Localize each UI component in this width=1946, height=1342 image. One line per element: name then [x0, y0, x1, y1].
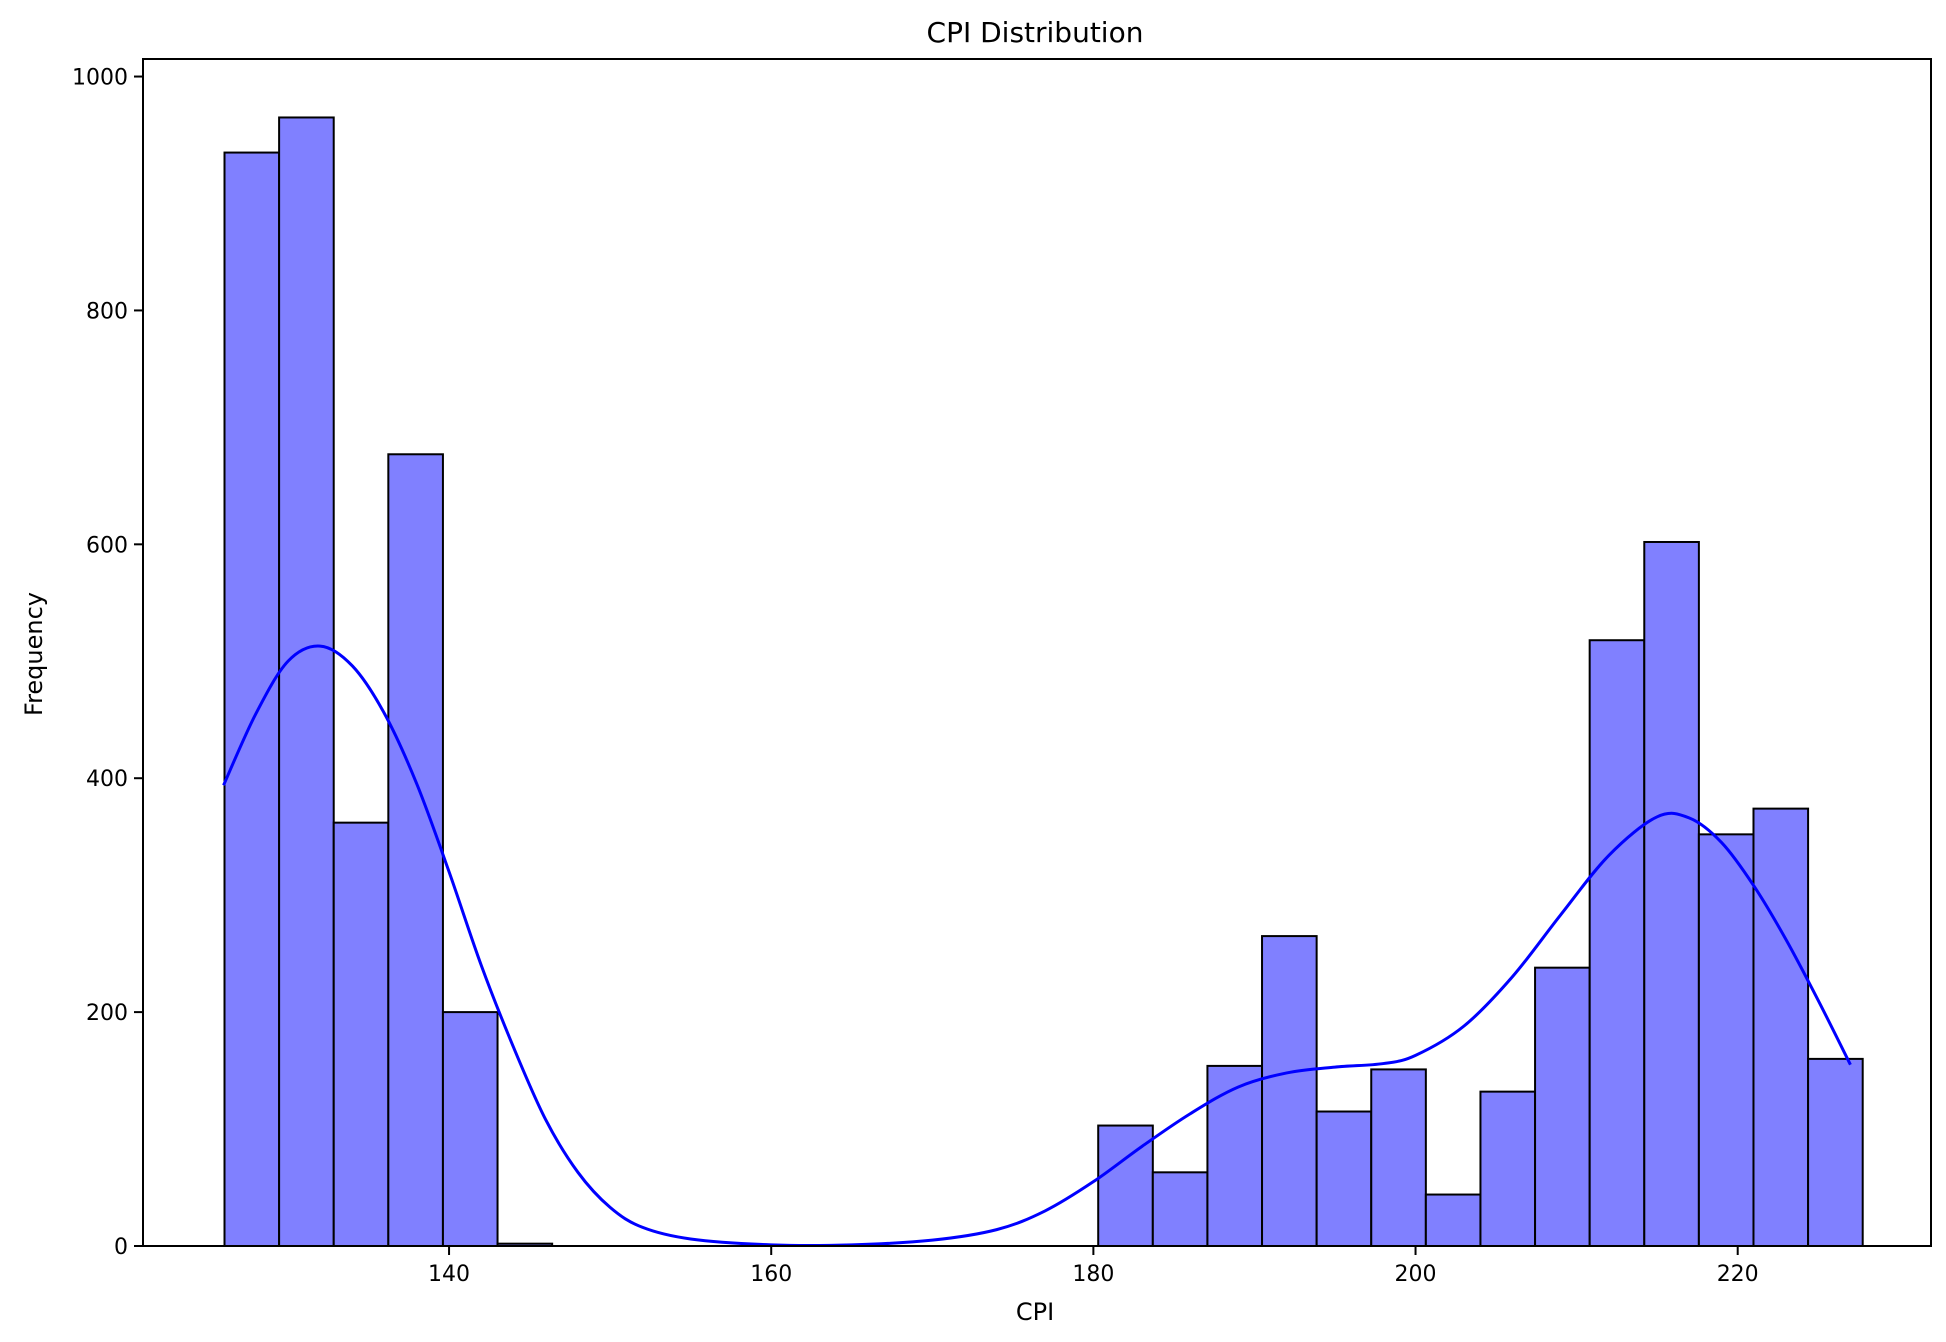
y-tick-label: 400 [86, 767, 128, 792]
x-axis-ticks: 140 160 180 200 220 [428, 1246, 1759, 1287]
histogram-bar [1752, 807, 1810, 1248]
x-tick-label: 180 [1072, 1262, 1114, 1287]
histogram-bar [1697, 833, 1755, 1248]
histogram-bar [278, 116, 335, 1248]
histogram-bar [223, 151, 281, 1248]
x-axis-label: CPI [1016, 1298, 1054, 1326]
histogram-bar [1261, 935, 1318, 1247]
histogram-bars [223, 116, 1864, 1248]
kde-curve [222, 644, 1852, 1247]
histogram-bar [1588, 639, 1646, 1247]
histogram-bar [332, 821, 390, 1247]
histogram-bar [441, 1011, 499, 1248]
x-tick-label: 220 [1717, 1262, 1759, 1287]
histogram-bar [387, 453, 444, 1247]
y-tick-label: 600 [86, 533, 128, 558]
histogram-bar [1151, 1171, 1209, 1247]
y-tick-label: 0 [114, 1235, 128, 1260]
y-axis-label: Frequency [20, 592, 48, 716]
y-tick-label: 1000 [72, 66, 128, 91]
y-axis-ticks: 0 200 400 600 800 1000 [72, 66, 143, 1260]
histogram-bar [1643, 540, 1700, 1247]
x-tick-label: 140 [428, 1262, 470, 1287]
histogram-bar [1534, 966, 1591, 1247]
histogram-bar [1479, 1090, 1537, 1247]
chart-title: CPI Distribution [927, 16, 1144, 49]
x-tick-label: 200 [1395, 1262, 1437, 1287]
histogram-bar [1315, 1110, 1373, 1248]
y-tick-label: 200 [86, 1001, 128, 1026]
x-tick-label: 160 [750, 1262, 792, 1287]
histogram-bar [1807, 1057, 1864, 1248]
plot-frame [142, 58, 1932, 1247]
histogram-bar [1370, 1068, 1427, 1248]
histogram-bar [1206, 1064, 1264, 1247]
histogram-bar [1424, 1193, 1482, 1247]
y-tick-label: 800 [86, 299, 128, 324]
